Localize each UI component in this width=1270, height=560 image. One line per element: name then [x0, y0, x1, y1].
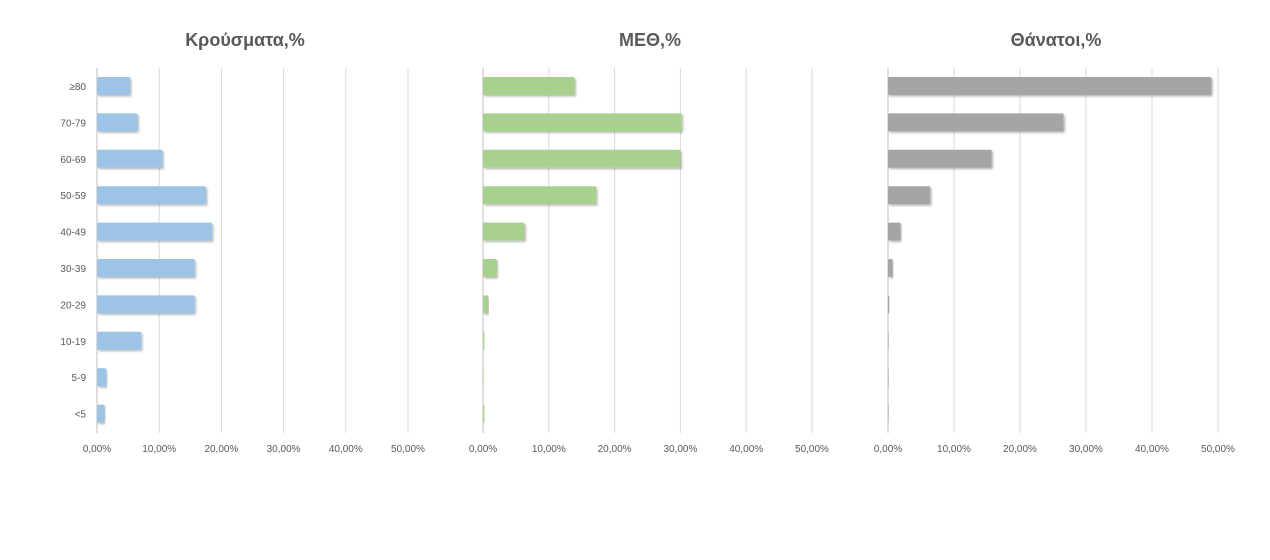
bar-20-29 [483, 295, 489, 314]
x-tick-label: 40,00% [329, 444, 363, 455]
y-category-label: 20-29 [60, 300, 86, 311]
x-tick-label: 10,00% [937, 444, 971, 455]
chart-title: ΜΕΘ,% [619, 30, 681, 50]
bar-≥80 [97, 77, 130, 95]
bar-30-39 [888, 259, 893, 277]
bar-20-29 [97, 295, 195, 314]
y-category-label: 70-79 [60, 118, 86, 129]
bar-50-59 [888, 186, 931, 205]
y-category-label: <5 [75, 410, 87, 421]
bar-70-79 [888, 113, 1064, 132]
chart-panel-3: 0,00% 10,00% 20,00% 30,00% 40,00% 50,00% Θάνατ… [874, 30, 1235, 455]
bar-50-59 [97, 186, 206, 205]
bar-5-9 [888, 368, 889, 387]
x-tick-label: 40,00% [729, 444, 763, 455]
x-tick-label: 10,00% [142, 444, 176, 455]
y-category-label: ≥80 [69, 82, 86, 93]
chart-title: Κρούσματα,% [185, 30, 305, 50]
x-tick-label: 30,00% [267, 444, 301, 455]
x-tick-label: 0,00% [83, 444, 111, 455]
bar-60-69 [483, 149, 681, 168]
chart-panel-2: 0,00% 10,00% 20,00% 30,00% 40,00% 50,00% ΜΕΘ,% [469, 30, 829, 455]
x-tick-label: 50,00% [391, 444, 425, 455]
x-tick-label: 40,00% [1135, 444, 1169, 455]
x-tick-label: 30,00% [663, 444, 697, 455]
bar-5-9 [97, 368, 107, 387]
bar-10-19 [888, 331, 889, 350]
bar-≥80 [483, 77, 575, 95]
y-category-label: 5-9 [72, 373, 87, 384]
y-category-label: 30-39 [60, 264, 86, 275]
bar-60-69 [888, 149, 992, 168]
bar-30-39 [97, 259, 195, 277]
y-category-label: 60-69 [60, 155, 86, 166]
bar-60-69 [97, 149, 163, 168]
bar-20-29 [888, 295, 890, 314]
y-category-label: 50-59 [60, 191, 86, 202]
x-tick-label: 20,00% [204, 444, 238, 455]
bar-70-79 [483, 113, 682, 132]
x-tick-label: 10,00% [532, 444, 566, 455]
x-tick-label: 50,00% [795, 444, 829, 455]
bar-≥80 [888, 77, 1212, 95]
chart-panel-1: 0,00% 10,00% 20,00% 30,00% 40,00% 50,00% Κρούσ… [60, 30, 425, 455]
bar-<5 [97, 404, 105, 423]
bar-<5 [888, 404, 889, 423]
bar-10-19 [483, 331, 485, 350]
x-tick-label: 50,00% [1201, 444, 1235, 455]
chart-title: Θάνατοι,% [1011, 30, 1102, 50]
x-tick-label: 20,00% [1003, 444, 1037, 455]
bar-50-59 [483, 186, 597, 205]
bar-70-79 [97, 113, 138, 132]
y-category-label: 40-49 [60, 228, 86, 239]
x-tick-label: 20,00% [598, 444, 632, 455]
bar-40-49 [97, 222, 213, 241]
y-category-label: 10-19 [60, 337, 86, 348]
x-tick-label: 0,00% [469, 444, 497, 455]
x-tick-label: 0,00% [874, 444, 902, 455]
bar-10-19 [97, 331, 142, 350]
x-tick-label: 30,00% [1069, 444, 1103, 455]
bar-30-39 [483, 259, 497, 277]
bar-<5 [483, 404, 485, 423]
bar-40-49 [888, 222, 901, 241]
bar-5-9 [483, 368, 484, 387]
bar-40-49 [483, 222, 525, 241]
